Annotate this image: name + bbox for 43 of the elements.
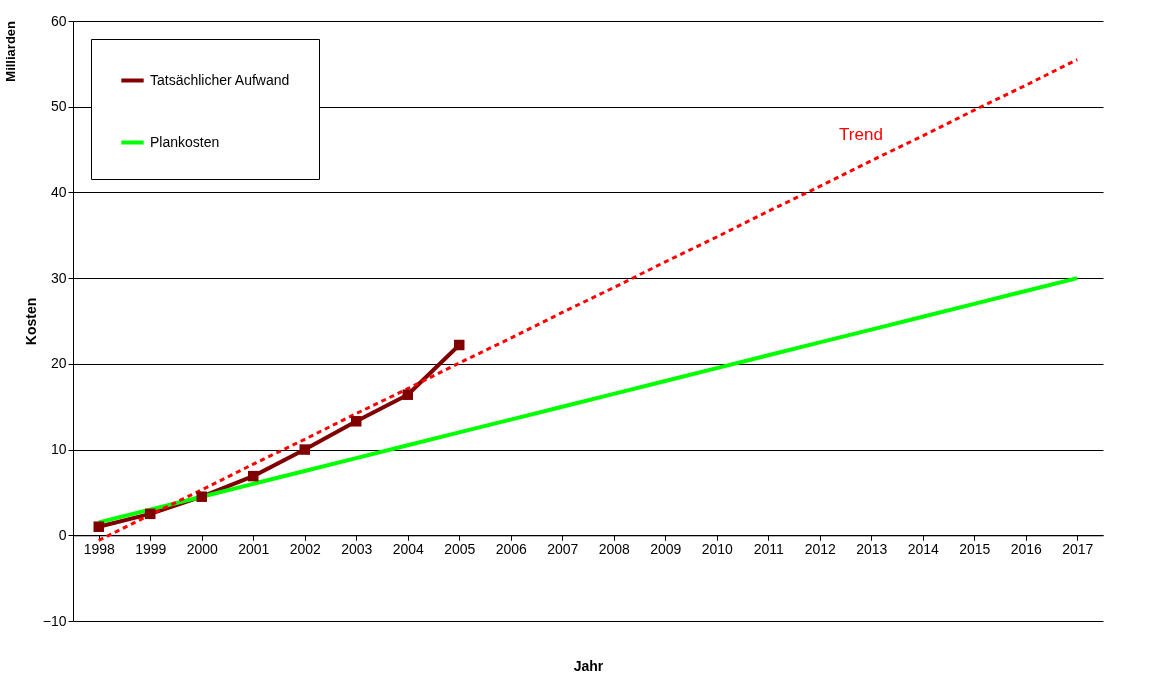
point [248, 470, 259, 482]
x-tick-label: 2006 [495, 540, 528, 557]
y-tick-label: 30 [50, 269, 67, 286]
point [454, 339, 465, 351]
x-tick-label: 2000 [186, 540, 219, 557]
x-tick-label: 2010 [701, 540, 734, 557]
point [299, 444, 310, 455]
x-tick-label: 2017 [1062, 540, 1094, 557]
x-tick-label: 2005 [444, 540, 476, 557]
legend-label: Plankosten [150, 133, 220, 150]
point [402, 389, 413, 400]
x-tick-label: 1998 [83, 540, 116, 557]
x-axis-title: Jahr [573, 657, 604, 674]
x-tick-label: 2002 [289, 540, 322, 557]
point [93, 521, 104, 532]
x-tick-label: 2015 [959, 540, 991, 557]
x-tick-label: 2012 [804, 540, 837, 557]
x-tick-label: 2007 [547, 540, 579, 557]
x-tick-label: 2008 [598, 540, 631, 557]
y-axis-title: Kosten [22, 297, 39, 346]
point [196, 491, 207, 502]
point [145, 508, 156, 520]
x-tick-label: 2004 [392, 540, 425, 557]
y-tick-label: 20 [50, 355, 67, 372]
y-tick-label: −10 [42, 612, 67, 629]
y-tick-label: 0 [58, 526, 67, 543]
y-tick-label: 50 [50, 98, 67, 115]
annotation: Trend [839, 125, 883, 144]
x-tick-label: 2011 [753, 540, 785, 557]
x-tick-label: 2009 [650, 540, 682, 557]
x-tick-label: 2016 [1010, 540, 1043, 557]
legend-label: Tatsächlicher Aufwand [150, 71, 290, 88]
y-tick-label: 10 [50, 441, 67, 458]
point [351, 416, 362, 427]
y-tick-label: 40 [50, 183, 67, 200]
text: Milliarden [3, 20, 18, 82]
x-tick-label: 2014 [907, 540, 940, 557]
line-series [97, 58, 1079, 542]
x-tick-label: 2001 [238, 540, 270, 557]
x-tick-label: 2013 [856, 540, 888, 557]
x-tick-label: 1999 [135, 540, 167, 557]
x-tick-label: 2003 [341, 540, 373, 557]
y-tick-label: 60 [50, 12, 67, 29]
